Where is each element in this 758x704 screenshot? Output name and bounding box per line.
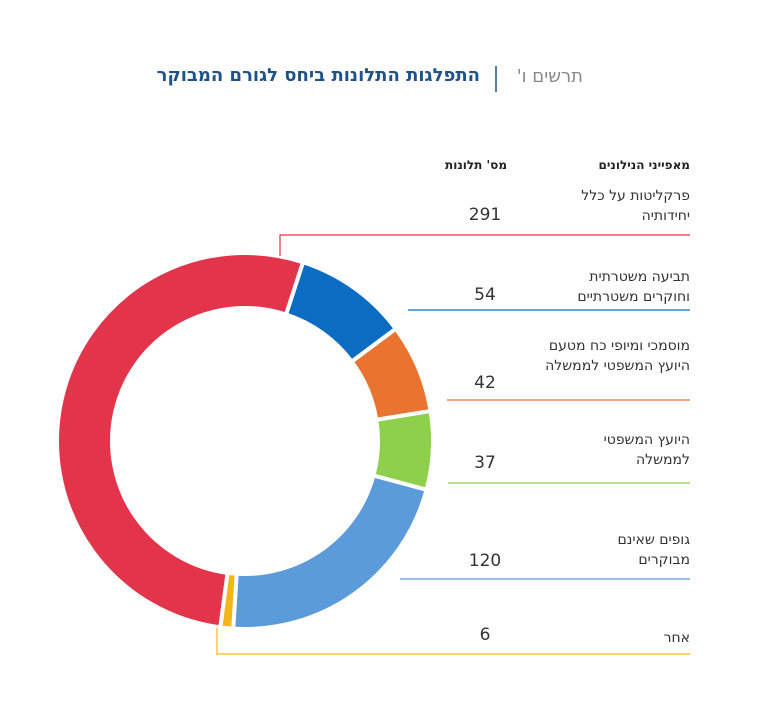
value-header: מס' תלונות — [445, 158, 508, 172]
category-label: אחר — [663, 630, 690, 646]
donut-segment — [55, 251, 306, 630]
value-label: 54 — [474, 285, 496, 305]
donut-segment — [218, 570, 239, 631]
donut-segment — [231, 473, 430, 631]
value-label: 37 — [474, 453, 496, 473]
figure-label: תרשים ו' — [516, 66, 583, 87]
category-label: תביעה משטרתית וחוקרים משטרתיים — [577, 269, 690, 305]
chart-title: התפלגות התלונות ביחס לגורם המבוקר — [156, 65, 480, 86]
value-label: 120 — [468, 551, 502, 571]
category-header: מאפייני הנילונים — [598, 158, 690, 172]
category-label: פרקליטות על כלל יחידותיה — [581, 188, 690, 224]
value-label: 42 — [474, 373, 496, 393]
leader-line — [279, 234, 690, 256]
value-label: 6 — [479, 625, 491, 645]
leader-line — [216, 628, 690, 655]
value-label: 291 — [468, 205, 502, 225]
category-label: היועץ המשפטי לממשלה — [603, 432, 690, 468]
category-label: מוסמכי ומיופי כח מטעם היועץ המשפטי לממשל… — [545, 338, 690, 374]
category-label: גופים שאינם מבוקרים — [617, 532, 690, 568]
